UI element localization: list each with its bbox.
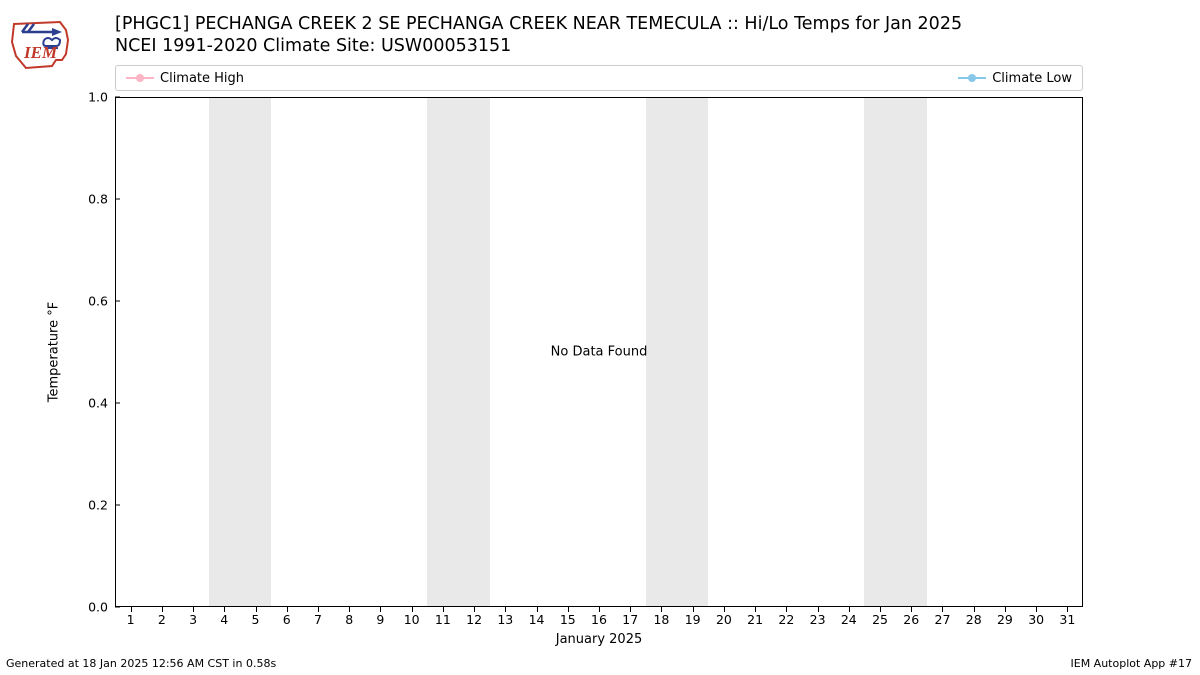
y-tick-label: 0.8 <box>88 192 108 207</box>
legend-item-climate-high: Climate High <box>126 71 244 86</box>
weekend-shade <box>864 97 926 607</box>
y-tick-mark <box>115 97 120 98</box>
x-tick-label: 19 <box>685 612 701 627</box>
legend-swatch-high <box>126 77 154 79</box>
x-tick-mark <box>942 607 943 612</box>
y-tick-mark <box>115 505 120 506</box>
weekend-shade <box>427 97 489 607</box>
x-tick-label: 3 <box>189 612 197 627</box>
x-tick-mark <box>693 607 694 612</box>
y-tick-mark <box>115 301 120 302</box>
x-tick-label: 27 <box>935 612 951 627</box>
x-tick-label: 28 <box>966 612 982 627</box>
x-axis-label: January 2025 <box>556 632 643 647</box>
x-tick-label: 13 <box>497 612 513 627</box>
x-tick-mark <box>443 607 444 612</box>
x-tick-mark <box>755 607 756 612</box>
footer-generated: Generated at 18 Jan 2025 12:56 AM CST in… <box>6 657 276 670</box>
svg-text:IEM: IEM <box>23 43 58 62</box>
title-line1: [PHGC1] PECHANGA CREEK 2 SE PECHANGA CRE… <box>115 14 962 36</box>
plot-area: No Data Found <box>115 97 1083 607</box>
x-tick-label: 4 <box>220 612 228 627</box>
x-tick-label: 11 <box>435 612 451 627</box>
x-tick-label: 16 <box>591 612 607 627</box>
y-tick-label: 0.4 <box>88 396 108 411</box>
x-tick-mark <box>287 607 288 612</box>
x-tick-mark <box>630 607 631 612</box>
x-tick-mark <box>256 607 257 612</box>
x-tick-mark <box>599 607 600 612</box>
legend: Climate High Climate Low <box>115 65 1083 91</box>
no-data-message: No Data Found <box>551 345 648 360</box>
x-tick-mark <box>318 607 319 612</box>
x-tick-mark <box>911 607 912 612</box>
x-tick-mark <box>880 607 881 612</box>
x-tick-mark <box>162 607 163 612</box>
x-tick-label: 30 <box>1028 612 1044 627</box>
title-line2: NCEI 1991-2020 Climate Site: USW00053151 <box>115 36 962 58</box>
x-tick-label: 26 <box>903 612 919 627</box>
x-tick-label: 29 <box>997 612 1013 627</box>
x-tick-mark <box>1005 607 1006 612</box>
x-tick-mark <box>849 607 850 612</box>
x-tick-mark <box>1036 607 1037 612</box>
x-tick-label: 14 <box>529 612 545 627</box>
x-tick-label: 15 <box>560 612 576 627</box>
legend-label-low: Climate Low <box>992 71 1072 86</box>
x-tick-label: 8 <box>345 612 353 627</box>
y-tick-label: 0.2 <box>88 498 108 513</box>
y-tick-label: 1.0 <box>88 90 108 105</box>
x-tick-mark <box>568 607 569 612</box>
y-tick-label: 0.0 <box>88 600 108 615</box>
x-tick-mark <box>380 607 381 612</box>
x-tick-label: 9 <box>376 612 384 627</box>
x-tick-mark <box>724 607 725 612</box>
y-tick-mark <box>115 607 120 608</box>
x-tick-mark <box>474 607 475 612</box>
x-tick-label: 1 <box>127 612 135 627</box>
legend-swatch-low <box>958 77 986 79</box>
x-tick-mark <box>661 607 662 612</box>
x-tick-mark <box>974 607 975 612</box>
figure: IEM [PHGC1] PECHANGA CREEK 2 SE PECHANGA… <box>0 0 1200 675</box>
x-tick-mark <box>786 607 787 612</box>
x-tick-mark <box>1067 607 1068 612</box>
x-tick-label: 6 <box>283 612 291 627</box>
x-tick-label: 24 <box>841 612 857 627</box>
y-tick-mark <box>115 403 120 404</box>
footer-appname: IEM Autoplot App #17 <box>1071 657 1193 670</box>
weekend-shade <box>209 97 271 607</box>
x-tick-mark <box>412 607 413 612</box>
x-tick-mark <box>818 607 819 612</box>
legend-item-climate-low: Climate Low <box>958 71 1072 86</box>
x-tick-label: 2 <box>158 612 166 627</box>
x-tick-label: 5 <box>252 612 260 627</box>
x-tick-label: 21 <box>747 612 763 627</box>
legend-label-high: Climate High <box>160 71 244 86</box>
x-tick-mark <box>537 607 538 612</box>
x-tick-label: 10 <box>404 612 420 627</box>
x-tick-label: 31 <box>1059 612 1075 627</box>
x-tick-mark <box>349 607 350 612</box>
chart-title: [PHGC1] PECHANGA CREEK 2 SE PECHANGA CRE… <box>115 14 962 58</box>
x-tick-mark <box>193 607 194 612</box>
x-tick-label: 17 <box>622 612 638 627</box>
x-tick-mark <box>505 607 506 612</box>
iem-logo: IEM <box>8 10 78 80</box>
x-tick-label: 7 <box>314 612 322 627</box>
x-tick-label: 18 <box>653 612 669 627</box>
x-tick-label: 20 <box>716 612 732 627</box>
x-tick-mark <box>224 607 225 612</box>
y-tick-label: 0.6 <box>88 294 108 309</box>
y-axis-label: Temperature °F <box>47 302 62 402</box>
x-tick-label: 22 <box>778 612 794 627</box>
x-tick-label: 12 <box>466 612 482 627</box>
y-tick-mark <box>115 199 120 200</box>
x-tick-label: 23 <box>810 612 826 627</box>
x-tick-label: 25 <box>872 612 888 627</box>
x-tick-mark <box>131 607 132 612</box>
weekend-shade <box>646 97 708 607</box>
